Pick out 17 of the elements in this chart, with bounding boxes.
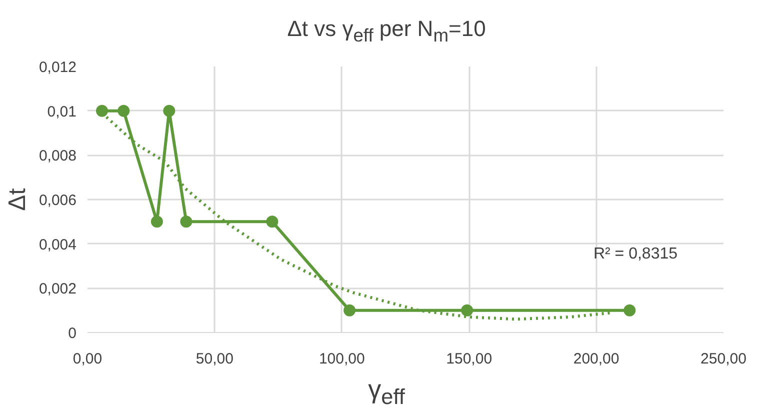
x-axis-title: γ$_{eff}$	[368, 373, 405, 412]
y-tick-label: 0,004	[38, 236, 77, 254]
y-tick-label: 0,006	[38, 192, 77, 209]
x-tick-label: 150,00	[446, 350, 492, 368]
y-axis-title: Δt	[4, 188, 31, 211]
x-tick-label: 50,00	[196, 350, 234, 368]
annotation: R² = 0,8315	[593, 246, 678, 262]
y-tick-label: 0,002	[38, 280, 77, 298]
y-tick-label: 0,01	[47, 103, 77, 120]
y-tick-label: 0,012	[38, 59, 77, 76]
y-tick-label: 0	[68, 325, 76, 342]
x-tick-label: 100,00	[318, 350, 365, 368]
x-tick-label: 200,00	[573, 350, 620, 368]
x-tick-label: 0,00	[72, 350, 102, 368]
x-tick-label: 250,00	[700, 350, 746, 368]
y-tick-label: 0,008	[38, 148, 77, 165]
chart-title: Δt vs γ$_{eff}$ per N$_{m}$=10	[287, 15, 486, 48]
